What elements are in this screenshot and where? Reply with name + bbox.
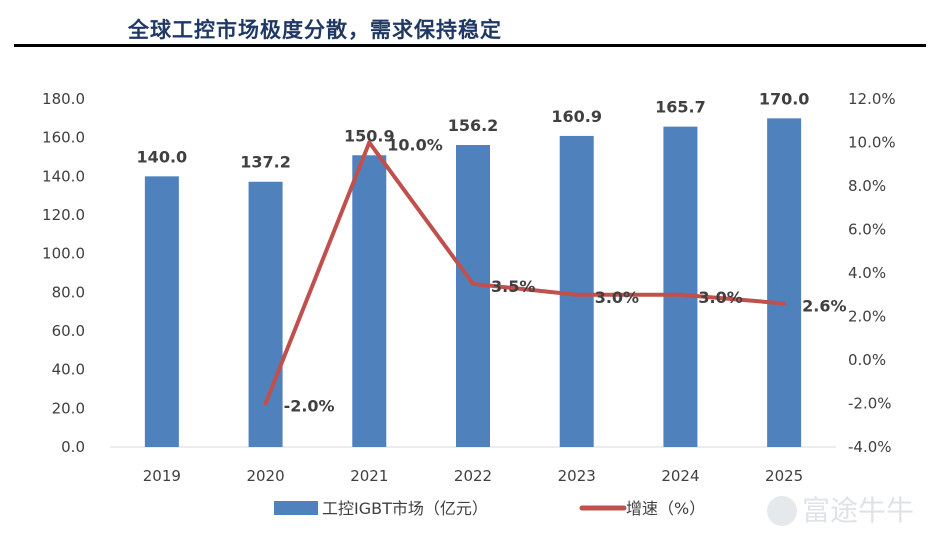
- legend-line-label: 增速（%）: [626, 499, 705, 518]
- line-point: [471, 281, 475, 286]
- left-axis-tick: 180.0: [42, 90, 85, 108]
- bar: [144, 176, 179, 448]
- line-data-label: 2.6%: [802, 296, 846, 315]
- right-axis-tick: -2.0%: [848, 395, 892, 413]
- watermark-logo-icon: [767, 496, 797, 526]
- bar: [663, 126, 698, 447]
- left-axis-tick: 80.0: [52, 283, 85, 301]
- right-axis-tick: 4.0%: [848, 264, 886, 282]
- line-point: [678, 292, 683, 297]
- right-axis-tick: -4.0%: [848, 438, 892, 456]
- bar-data-label: 170.0: [759, 89, 810, 108]
- x-axis-tick: 2019: [143, 467, 181, 485]
- legend-bar-label: 工控IGBT市场（亿元）: [322, 499, 488, 518]
- right-axis-tick: 10.0%: [848, 134, 896, 152]
- bar-data-label: 140.0: [137, 147, 188, 166]
- left-axis-tick: 60.0: [52, 322, 85, 340]
- watermark-text: 富途牛牛: [802, 494, 914, 527]
- line-data-label: 3.5%: [491, 277, 535, 296]
- left-axis-tick: 160.0: [42, 129, 85, 147]
- bar-data-label: 150.9: [344, 126, 395, 145]
- title-divider: [14, 44, 926, 47]
- bar-data-label: 137.2: [240, 153, 291, 172]
- line-point: [263, 401, 268, 406]
- x-axis-tick: 2021: [350, 467, 388, 485]
- left-axis-tick: 20.0: [52, 399, 85, 417]
- bar-data-label: 160.9: [551, 107, 602, 126]
- bar: [559, 135, 594, 447]
- page-title: 全球工控市场极度分散，需求保持稳定: [128, 17, 502, 42]
- left-axis-tick: 0.0: [61, 438, 85, 456]
- line-data-label: 10.0%: [387, 136, 443, 155]
- bar: [248, 181, 283, 447]
- x-axis-tick: 2025: [765, 467, 803, 485]
- right-axis-tick: 6.0%: [848, 221, 886, 239]
- bar-data-label: 165.7: [655, 98, 706, 117]
- right-axis-tick: 8.0%: [848, 177, 886, 195]
- line-point: [574, 292, 579, 297]
- x-axis-tick: 2022: [454, 467, 492, 485]
- right-axis-tick: 2.0%: [848, 308, 886, 326]
- bar: [456, 145, 490, 447]
- growth-line: [263, 140, 785, 405]
- x-axis-tick: 2024: [661, 467, 699, 485]
- line-data-label: -2.0%: [284, 397, 335, 416]
- line-data-label: 3.0%: [698, 288, 742, 307]
- left-axis-tick: 140.0: [42, 167, 85, 185]
- bar-data-label: 156.2: [448, 116, 499, 135]
- x-axis-tick: 2020: [246, 467, 284, 485]
- right-axis-tick: 12.0%: [848, 90, 896, 108]
- legend-bar-swatch: [274, 501, 318, 515]
- left-axis-tick: 120.0: [42, 206, 85, 224]
- bar: [352, 155, 387, 447]
- right-axis-tick: 0.0%: [848, 351, 886, 369]
- line-data-label: 3.0%: [595, 288, 639, 307]
- x-axis-tick: 2023: [558, 467, 596, 485]
- bar: [767, 118, 802, 447]
- left-axis-tick: 40.0: [52, 361, 85, 379]
- left-axis-tick: 100.0: [42, 245, 85, 263]
- line-point: [367, 140, 372, 145]
- line-point: [782, 301, 787, 306]
